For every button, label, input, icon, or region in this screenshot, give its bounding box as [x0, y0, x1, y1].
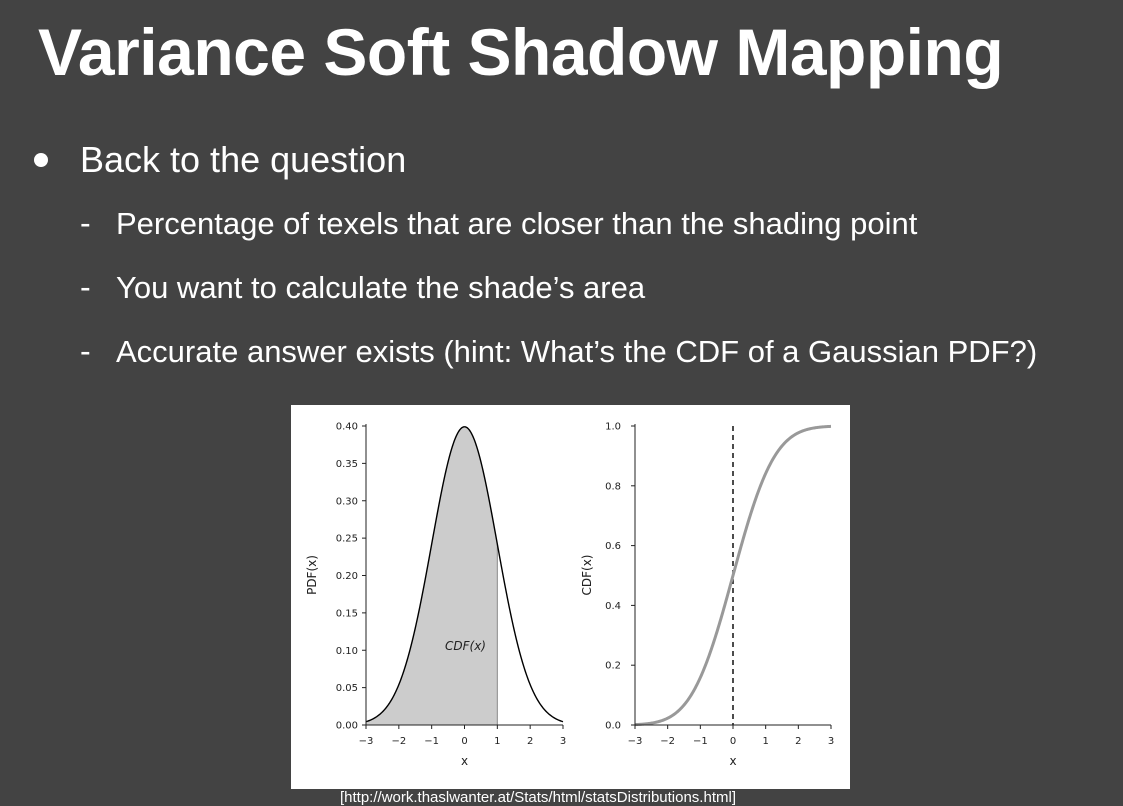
cdf-ytick-label: 0.8: [605, 481, 621, 492]
cdf-xlabel: x: [729, 754, 736, 768]
cdf-xtick-label: −1: [693, 736, 708, 747]
sub-bullet-1: - Percentage of texels that are closer t…: [80, 205, 917, 242]
cdf-xtick-label: −3: [628, 736, 643, 747]
pdf-ytick-label: 0.10: [336, 646, 358, 657]
cdf-xtick-label: 1: [762, 736, 768, 747]
sub-bullet-text: Percentage of texels that are closer tha…: [116, 205, 918, 241]
pdf-ytick-label: 0.05: [336, 683, 358, 694]
pdf-ytick-label: 0.15: [336, 608, 358, 619]
pdf-ytick-label: 0.30: [336, 496, 358, 507]
pdf-xtick-label: −2: [391, 736, 406, 747]
cdf-ytick-label: 0.2: [605, 661, 621, 672]
cdf-ytick-label: 0.0: [605, 721, 621, 732]
gaussian-figure: 0.00 0.05 0.10 0.15 0.20 0.25 0.30 0.35 0.40 −3 −2…: [291, 405, 850, 789]
cdf-ytick-label: 0.6: [605, 541, 621, 552]
cdf-shaded-area: [366, 426, 498, 725]
pdf-xtick-label: 2: [527, 736, 533, 747]
cdf-curve: [634, 424, 832, 727]
pdf-ytick-label: 0.25: [336, 534, 358, 545]
cdf-annotation: CDF(x): [445, 639, 486, 653]
cdf-ytick-label: 1.0: [605, 422, 621, 433]
sub-bullet-2: - You want to calculate the shade’s area: [80, 269, 645, 306]
sub-bullet-text: Accurate answer exists (hint: What’s the…: [116, 333, 1038, 369]
sub-bullet-3: - Accurate answer exists (hint: What’s t…: [80, 333, 1037, 370]
cdf-xtick-label: 2: [795, 736, 801, 747]
pdf-xlabel: x: [461, 754, 468, 768]
slide-title: Variance Soft Shadow Mapping: [38, 15, 1004, 89]
pdf-ytick-label: 0.20: [336, 571, 358, 582]
pdf-ytick-label: 0.40: [336, 422, 358, 433]
pdf-xtick-label: 1: [494, 736, 500, 747]
bullet-main: Back to the question: [30, 139, 406, 181]
bullet-dot-icon: [34, 153, 48, 167]
pdf-ytick-label: 0.35: [336, 459, 358, 470]
cdf-xtick-label: −2: [660, 736, 675, 747]
pdf-xtick-label: −3: [359, 736, 374, 747]
dash-icon: -: [80, 269, 91, 305]
sub-bullet-text: You want to calculate the shade’s area: [116, 269, 646, 305]
pdf-xtick-label: −1: [424, 736, 439, 747]
cdf-ytick-label: 0.4: [605, 601, 621, 612]
pdf-xtick-label: 3: [560, 736, 566, 747]
pdf-cdf-plots: 0.000.050.100.150.200.250.300.350.40−3 −2…: [305, 422, 834, 769]
dash-icon: -: [80, 205, 91, 241]
cdf-ylabel: CDF(x): [580, 555, 594, 596]
pdf-xtick-label: 0: [461, 736, 467, 747]
cdf-xtick-label: 3: [828, 736, 834, 747]
pdf-ylabel: PDF(x): [305, 555, 319, 595]
bullet-main-text: Back to the question: [80, 139, 407, 180]
pdf-ytick-label: 0.00: [336, 721, 358, 732]
pdf-curve: [365, 426, 564, 723]
source-caption: [http://work.thaslwanter.at/Stats/html/s…: [340, 789, 736, 806]
dash-icon: -: [80, 333, 91, 369]
cdf-xtick-label: 0: [730, 736, 736, 747]
